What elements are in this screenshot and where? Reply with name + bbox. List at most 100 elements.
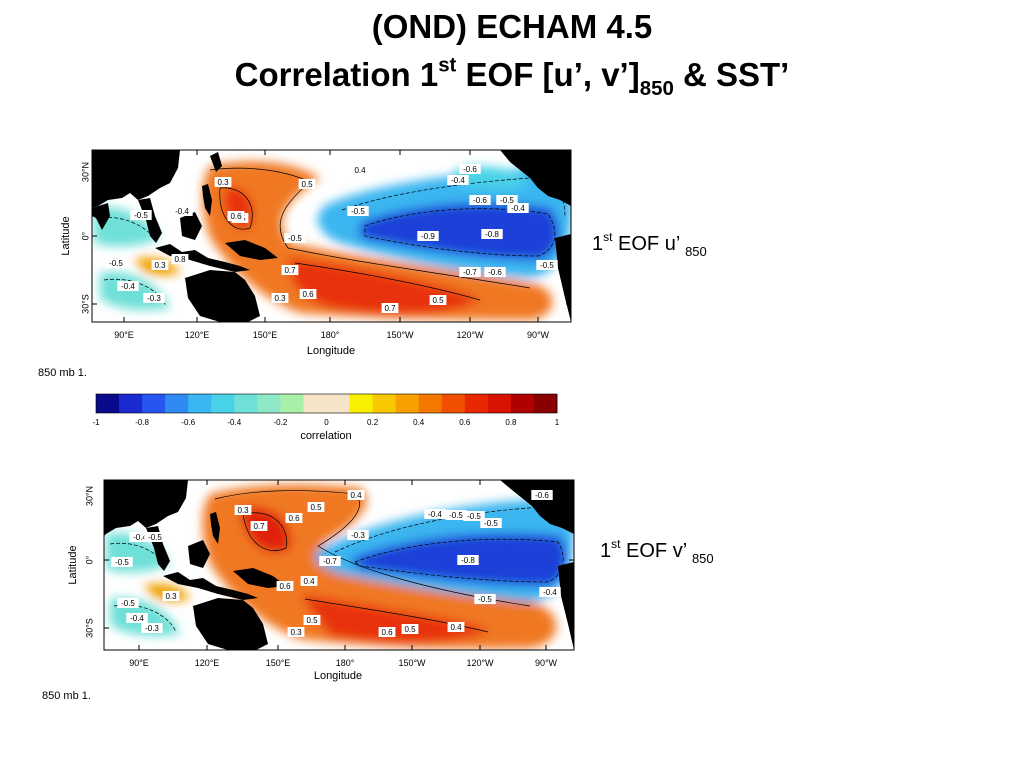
colorbar-cell — [165, 394, 189, 413]
y-tick-labels: 30°N 0° 30°S — [80, 162, 90, 314]
contour-label: 0.7 — [250, 521, 268, 531]
contour-label-box — [378, 627, 396, 637]
contour-label: 0.5 — [298, 179, 316, 189]
contour-label-box — [303, 615, 321, 625]
contour-label-text: -0.4 — [175, 207, 189, 216]
contour-label-box — [531, 490, 553, 500]
contour-label-text: 0.6 — [381, 628, 393, 637]
contour-label-text: -0.5 — [121, 599, 135, 608]
contour-label-text: 0.3 — [165, 592, 177, 601]
contour-label-text: -0.6 — [473, 196, 487, 205]
contour-label: -0.5 — [284, 233, 306, 243]
contour-label: 0.3 — [234, 505, 252, 515]
colorbar-tick-label: 0.6 — [459, 418, 471, 427]
contour-label-box — [299, 289, 317, 299]
contour-label-text: 0.5 — [301, 180, 313, 189]
contour-label-text: 0.4 — [450, 623, 462, 632]
colorbar-tick-label: -1 — [92, 418, 100, 427]
land-north-america — [500, 150, 571, 206]
contour-label-text: -0.3 — [147, 294, 161, 303]
contour-label-box — [143, 293, 165, 303]
contour-label-box — [276, 581, 294, 591]
contour-label: 0.5 — [429, 295, 447, 305]
x-tick-label: 150°W — [386, 330, 414, 340]
land-asia — [104, 480, 188, 536]
contour-label-text: -0.4 — [428, 510, 442, 519]
contour-label-box — [144, 532, 166, 542]
title-text: EOF [u’, v’] — [456, 56, 640, 93]
contour-label-box — [429, 295, 447, 305]
title-text: & SST’ — [673, 56, 790, 93]
contour-label-text: -0.5 — [449, 511, 463, 520]
colorbar-cell — [142, 394, 166, 413]
positive-region — [202, 484, 557, 649]
contour-label-box — [481, 229, 503, 239]
contour-label-text: -0.8 — [461, 556, 475, 565]
contour-label: 0.6 — [378, 627, 396, 637]
contour-label: -0.4 — [117, 281, 139, 291]
land-australia — [185, 270, 260, 322]
colorbar-tick-label: 1 — [555, 418, 560, 427]
contour-label: -0.8 — [481, 229, 503, 239]
y-axis-label: Latitude — [60, 216, 72, 255]
contour-label-box — [129, 532, 151, 542]
colorbar-tick-label: -0.2 — [274, 418, 288, 427]
contour-label-box — [126, 613, 148, 623]
contour-label: 0.6 — [299, 289, 317, 299]
title-line-2: Correlation 1st EOF [u’, v’]850 & SST’ — [0, 55, 1024, 99]
contour-label: -0.5 — [144, 532, 166, 542]
contour-label: -0.3 — [141, 623, 163, 633]
x-tick-labels: 90°E 120°E 150°E 180° 150°W 120°W 90°W — [129, 658, 557, 668]
x-tick-label: 90°E — [129, 658, 149, 668]
contour-label: -0.5 — [463, 511, 485, 521]
x-tick-labels: 90°E 120°E 150°E 180° 150°W 120°W 90°W — [114, 330, 549, 340]
land-india — [92, 203, 110, 230]
eof-u-label: 1st EOF u’ 850 — [592, 231, 707, 258]
contour-label-box — [105, 258, 127, 268]
y-tick-label: 30°N — [84, 486, 94, 506]
contour-label-text: -0.5 — [115, 558, 129, 567]
contour-label-box — [298, 179, 316, 189]
contour-label-text: -0.7 — [323, 557, 337, 566]
contour-label-text: 0.7 — [284, 266, 296, 275]
positive-region — [202, 161, 553, 320]
colorbar-cell — [349, 394, 373, 413]
contour-label-text: -0.5 — [500, 196, 514, 205]
contour-label: 0.5 — [401, 624, 419, 634]
contour-label-text: -0.5 — [351, 207, 365, 216]
contour-label: -0.5 — [117, 598, 139, 608]
x-tick-label: 150°W — [398, 658, 426, 668]
contour-label-box — [496, 195, 518, 205]
side-label-text: 1 — [600, 540, 612, 562]
contour-label-text: -0.4 — [130, 614, 144, 623]
colorbar-tick-label: 0.4 — [413, 418, 425, 427]
strong-positive-region — [300, 594, 490, 643]
contour-label-text: 0.5 — [306, 616, 318, 625]
land-indonesia — [155, 244, 250, 272]
y-tick-label: 30°N — [80, 162, 90, 182]
land-new-guinea — [225, 240, 278, 260]
contour-label-text: 0.3 — [154, 261, 166, 270]
colorbar-cells — [96, 394, 558, 413]
contour-label: -0.4 — [129, 532, 151, 542]
colorbar-tick-label: 0.2 — [367, 418, 379, 427]
contour-label-text: -0.6 — [535, 491, 549, 500]
y-tick-label: 30°S — [80, 294, 90, 314]
contour-label-box — [417, 231, 439, 241]
colorbar-tick-label: 0 — [324, 418, 329, 427]
contour-label-box — [507, 203, 529, 213]
contour-label: 0.4 — [300, 576, 318, 586]
contour-label-text: 0.8 — [174, 255, 186, 264]
contour-label-text: -0.4 — [133, 533, 147, 542]
x-tick-label: 120°E — [185, 330, 210, 340]
contour-label-box — [227, 211, 245, 221]
y-tick-labels: 30°N 0° 30°S — [84, 486, 94, 638]
contour-label-text: 0.4 — [350, 491, 362, 500]
contour-label-text: -0.4 — [451, 176, 465, 185]
contour-label-text: -0.8 — [485, 230, 499, 239]
axis-ticks — [92, 150, 571, 322]
contour-label-box — [171, 254, 189, 264]
contour-label-text: 0.3 — [217, 178, 229, 187]
contour-label: -0.3 — [143, 293, 165, 303]
contour-label-box — [214, 177, 232, 187]
